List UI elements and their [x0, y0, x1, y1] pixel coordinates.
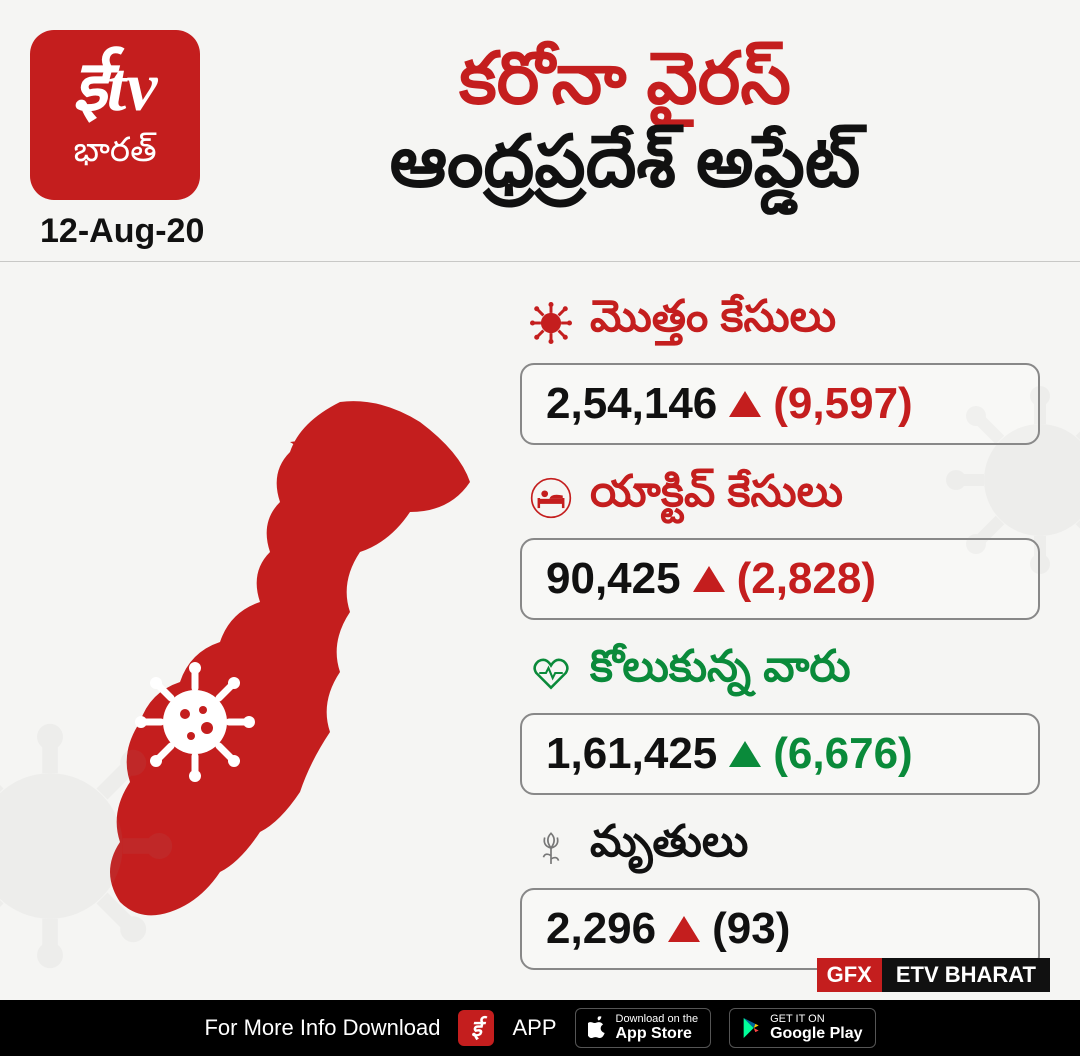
- stat-deaths-label: మృతులు: [590, 817, 748, 878]
- stat-active-label: యాక్టివ్ కేసులు: [590, 467, 843, 528]
- state-map: [20, 292, 500, 992]
- arrow-up-icon: [729, 741, 761, 767]
- header: ईtv భారత్ కరోనా వైరస్ ఆంధ్రప్రదేశ్ అప్డే…: [0, 0, 1080, 202]
- title-line-2: ఆంధ్రప్రదేశ్ అప్డేట్: [200, 123, 1050, 202]
- stat-total-delta: (9,597): [773, 379, 912, 429]
- flower-icon: [530, 827, 572, 869]
- stat-active: యాక్టివ్ కేసులు 90,425 (2,828): [520, 467, 1040, 620]
- stat-total-value: 2,54,146: [546, 379, 717, 429]
- stat-total-label: మొత్తం కేసులు: [590, 292, 836, 353]
- stat-recovered: కోలుకున్న వారు 1,61,425 (6,676): [520, 642, 1040, 795]
- title-line-1: కరోనా వైరస్: [200, 40, 1050, 119]
- content-area: మొత్తం కేసులు 2,54,146 (9,597) యాక్టివ్ …: [0, 262, 1080, 992]
- stat-deaths: మృతులు 2,296 (93): [520, 817, 1040, 970]
- virus-icon: [530, 302, 572, 344]
- logo-top-text: ईtv: [73, 53, 158, 123]
- logo-bottom-text: భారత్: [73, 131, 156, 178]
- title-block: కరోనా వైరస్ ఆంధ్రప్రదేశ్ అప్డేట్: [200, 30, 1050, 202]
- play-icon: [742, 1017, 762, 1039]
- stat-active-value: 90,425: [546, 554, 681, 604]
- bed-icon: [530, 477, 572, 519]
- stat-total-box: 2,54,146 (9,597): [520, 363, 1040, 445]
- appstore-badge[interactable]: Download on theApp Store: [575, 1008, 712, 1048]
- footer: For More Info Download ई APP Download on…: [0, 1000, 1080, 1056]
- stat-recovered-box: 1,61,425 (6,676): [520, 713, 1040, 795]
- gfx-red-label: GFX: [817, 958, 882, 992]
- brand-logo: ईtv భారత్: [30, 30, 200, 200]
- stat-active-box: 90,425 (2,828): [520, 538, 1040, 620]
- footer-text: For More Info Download: [204, 1015, 440, 1041]
- heart-icon: [530, 652, 572, 694]
- date-label: 12-Aug-20: [0, 202, 1080, 261]
- stat-total: మొత్తం కేసులు 2,54,146 (9,597): [520, 292, 1040, 445]
- gfx-black-label: ETV BHARAT: [882, 958, 1050, 992]
- arrow-up-icon: [729, 391, 761, 417]
- stat-recovered-label: కోలుకున్న వారు: [590, 642, 851, 703]
- andhra-map-icon: [40, 382, 480, 942]
- apple-icon: [588, 1016, 608, 1040]
- googleplay-badge[interactable]: GET IT ONGoogle Play: [729, 1008, 875, 1048]
- footer-app-label: APP: [512, 1015, 556, 1041]
- footer-app-icon: ई: [458, 1010, 494, 1046]
- arrow-up-icon: [693, 566, 725, 592]
- stat-recovered-value: 1,61,425: [546, 729, 717, 779]
- arrow-up-icon: [668, 916, 700, 942]
- stat-recovered-delta: (6,676): [773, 729, 912, 779]
- stats-panel: మొత్తం కేసులు 2,54,146 (9,597) యాక్టివ్ …: [500, 292, 1040, 992]
- stat-active-delta: (2,828): [737, 554, 876, 604]
- gfx-tag: GFX ETV BHARAT: [817, 958, 1050, 992]
- stat-deaths-value: 2,296: [546, 904, 656, 954]
- stat-deaths-delta: (93): [712, 904, 790, 954]
